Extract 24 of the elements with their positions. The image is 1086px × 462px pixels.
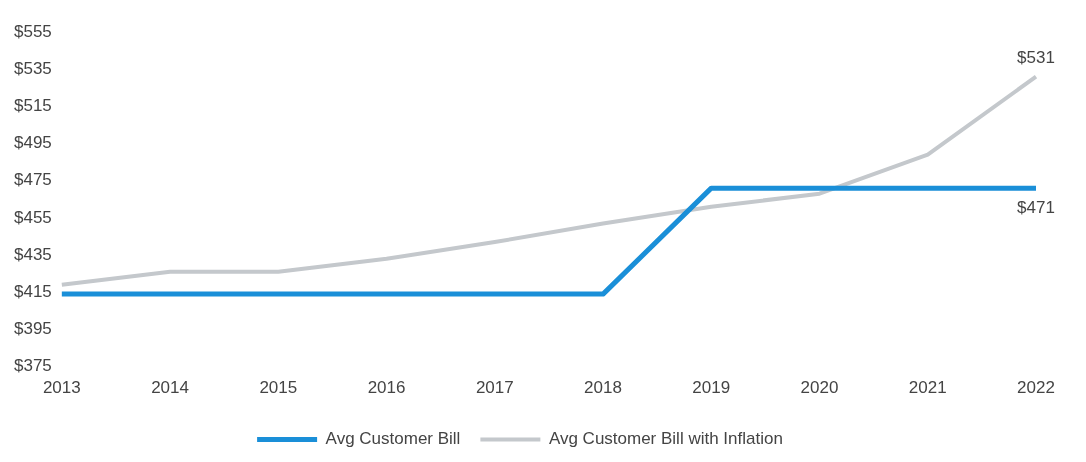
x-tick-label: 2016 — [367, 378, 406, 398]
data-label: $471 — [1017, 198, 1055, 218]
y-tick-label: $435 — [13, 244, 52, 264]
x-tick-label: 2020 — [800, 378, 839, 398]
y-tick-label: $415 — [13, 281, 52, 301]
x-tick-label: 2013 — [42, 378, 81, 398]
y-tick-label: $455 — [13, 207, 52, 227]
x-tick-label: 2019 — [692, 378, 731, 398]
x-tick-label: 2014 — [151, 378, 189, 398]
legend-label: Avg Customer Bill with Inflation — [548, 429, 783, 449]
x-tick-label: 2021 — [908, 378, 947, 398]
data-label: $531 — [1017, 47, 1055, 67]
x-tick-label: 2018 — [584, 378, 622, 398]
x-tick-label: 2017 — [475, 378, 514, 398]
x-tick-label: 2022 — [1017, 378, 1055, 398]
legend-label: Avg Customer Bill — [325, 429, 461, 449]
y-tick-label: $495 — [13, 133, 52, 153]
y-tick-label: $475 — [13, 170, 52, 190]
y-tick-label: $535 — [13, 58, 52, 78]
y-tick-label: $395 — [13, 319, 52, 339]
y-tick-label: $555 — [13, 21, 52, 41]
y-tick-label: $375 — [13, 356, 52, 376]
y-tick-label: $515 — [13, 96, 52, 116]
x-tick-label: 2015 — [259, 378, 298, 398]
